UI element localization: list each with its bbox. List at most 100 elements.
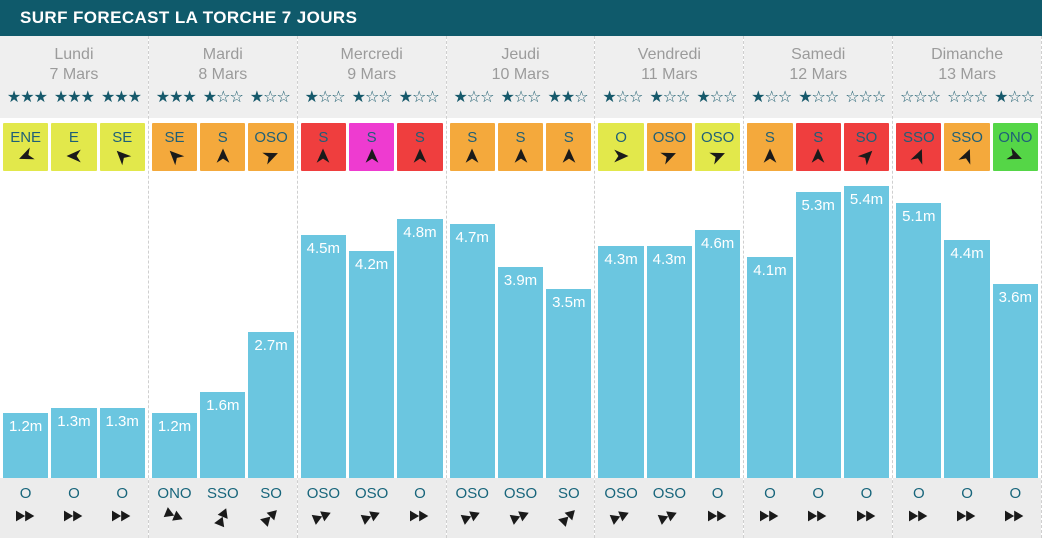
star-filled-icon: ★ [127,89,142,106]
day-header: Vendredi 11 Mars ★ ☆ ☆ ★ ☆ ☆ ★ ☆ ☆ [595,36,744,118]
wave-bar-slot: 4.1m [747,176,793,478]
swell-cell: SSO [200,483,245,538]
star-empty-icon: ☆ [913,89,927,106]
star-empty-icon: ☆ [480,89,494,106]
star-group: ★ ☆ ☆ [994,89,1035,107]
swell-cell: O [51,483,96,538]
swell-arrow-icon [360,511,380,525]
wave-bar-slot: 4.3m [646,176,692,478]
star-empty-icon: ☆ [676,89,690,106]
star-filled-icon: ★ [20,89,34,106]
wave-height-label: 4.7m [455,229,489,246]
star-group: ★ ☆ ☆ [500,89,541,107]
day-header: Dimanche 13 Mars ☆ ☆ ☆ ☆ ☆ ☆ ★ ☆ ☆ [893,36,1042,118]
star-empty-icon: ☆ [629,89,643,106]
star-filled-icon: ★ [560,89,575,106]
wind-cell: SE [99,123,145,171]
star-filled-icon: ★ [67,89,81,106]
star-rating: ★ ☆ ☆ ★ ☆ ☆ ★ ☆ ☆ [595,89,743,107]
star-filled-icon: ★ [798,89,812,106]
star-empty-icon: ☆ [263,89,277,106]
star-group: ★ ☆ ☆ [398,89,440,107]
star-filled-icon: ★ [169,89,183,106]
star-group: ★ ☆ ☆ [798,89,839,107]
wave-bar: 2.7m [248,332,294,478]
star-empty-icon: ☆ [216,89,230,106]
swell-direction-label: O [860,485,873,502]
wave-height-label: 5.4m [849,191,884,208]
star-filled-icon: ★ [398,89,413,106]
swell-arrow-icon [908,510,928,522]
wind-direction-label: ENE [10,128,42,146]
star-empty-icon: ☆ [1020,89,1035,106]
swell-arrow-icon [856,510,875,522]
wave-bar-slot: 3.6m [992,176,1038,478]
wave-bar: 1.3m [51,408,97,478]
swell-direction-label: O [1009,485,1022,502]
wind-cell: S [497,123,544,171]
wind-arrow-icon [708,152,725,164]
day-date: 7 Mars [49,66,99,83]
star-empty-icon: ☆ [811,89,826,106]
day-column-samedi: Samedi 12 Mars ★ ☆ ☆ ★ ☆ ☆ ☆ ☆ ☆ S S SO 4.1m 5.3m 5.4m O O… [743,36,893,538]
star-rating: ★ ☆ ☆ ★ ☆ ☆ ★ ★ ☆ [447,89,595,107]
swell-direction-label: SO [557,485,580,502]
swell-direction-label: OSO [604,485,638,502]
wave-bar: 1.6m [200,392,246,478]
star-filled-icon: ★ [304,89,319,106]
day-date: 13 Mars [938,66,996,83]
wave-bar-slot: 1.6m [200,176,246,478]
wave-height-label: 1.2m [8,418,43,435]
swell-row: OSO OSO SO [446,478,595,538]
swell-arrow-icon [460,511,480,525]
wind-arrow-icon [660,152,677,164]
star-empty-icon: ☆ [926,89,941,106]
star-empty-icon: ☆ [900,89,914,106]
wave-height-label: 4.2m [354,256,389,273]
wave-bar: 1.3m [99,408,145,478]
wave-bar: 3.5m [546,289,592,478]
wave-height-label: 4.3m [652,251,687,268]
wind-arrow-icon [18,147,35,159]
star-empty-icon: ☆ [364,89,379,106]
swell-arrow-icon [63,510,83,522]
swell-cell: OSO [301,483,346,538]
wave-bar: 1.2m [151,413,198,478]
wave-bars: 4.1m 5.3m 5.4m [744,176,892,478]
wave-bar: 5.3m [795,192,841,478]
star-group: ☆ ☆ ☆ [900,89,941,107]
wave-bars: 5.1m 4.4m 3.6m [893,176,1041,478]
wave-bar: 4.3m [598,246,644,478]
star-filled-icon: ★ [100,89,115,106]
day-name: Jeudi [501,46,540,63]
forecast-days-container: Lundi 7 Mars ★ ★ ★ ★ ★ ★ ★ ★ ★ ENE E SE 1.2m 1.3m 1.3m O O… [0,36,1042,538]
wind-row: SSO SSO ONO [893,118,1042,176]
star-empty-icon: ☆ [229,89,243,106]
wind-cell: E [51,123,97,171]
swell-cell: O [944,483,989,538]
swell-direction-label: OSO [455,485,489,502]
wind-cell: OSO [695,123,741,171]
star-filled-icon: ★ [500,89,514,106]
star-empty-icon: ☆ [412,89,426,106]
wind-direction-label: S [467,128,478,146]
wave-height-label: 3.9m [503,272,538,289]
swell-cell: ONO [152,483,197,538]
wind-cell: SO [843,123,890,171]
swell-direction-label: O [19,485,32,502]
star-group: ★ ☆ ☆ [351,89,393,107]
wind-arrow-icon [66,149,81,162]
wind-direction-label: SE [112,128,133,146]
star-filled-icon: ★ [351,89,366,106]
wind-direction-label: S [813,128,824,146]
wave-bars: 1.2m 1.3m 1.3m [0,176,148,478]
star-group: ★ ★ ☆ [548,89,589,107]
swell-arrow-icon [808,510,827,522]
wave-bar: 4.2m [349,251,395,478]
star-rating: ★ ★ ★ ★ ☆ ☆ ★ ☆ ☆ [149,89,297,107]
star-group: ★ ★ ★ [100,89,142,107]
star-group: ★ ★ ★ [7,89,48,107]
wind-arrow-icon [365,148,379,163]
